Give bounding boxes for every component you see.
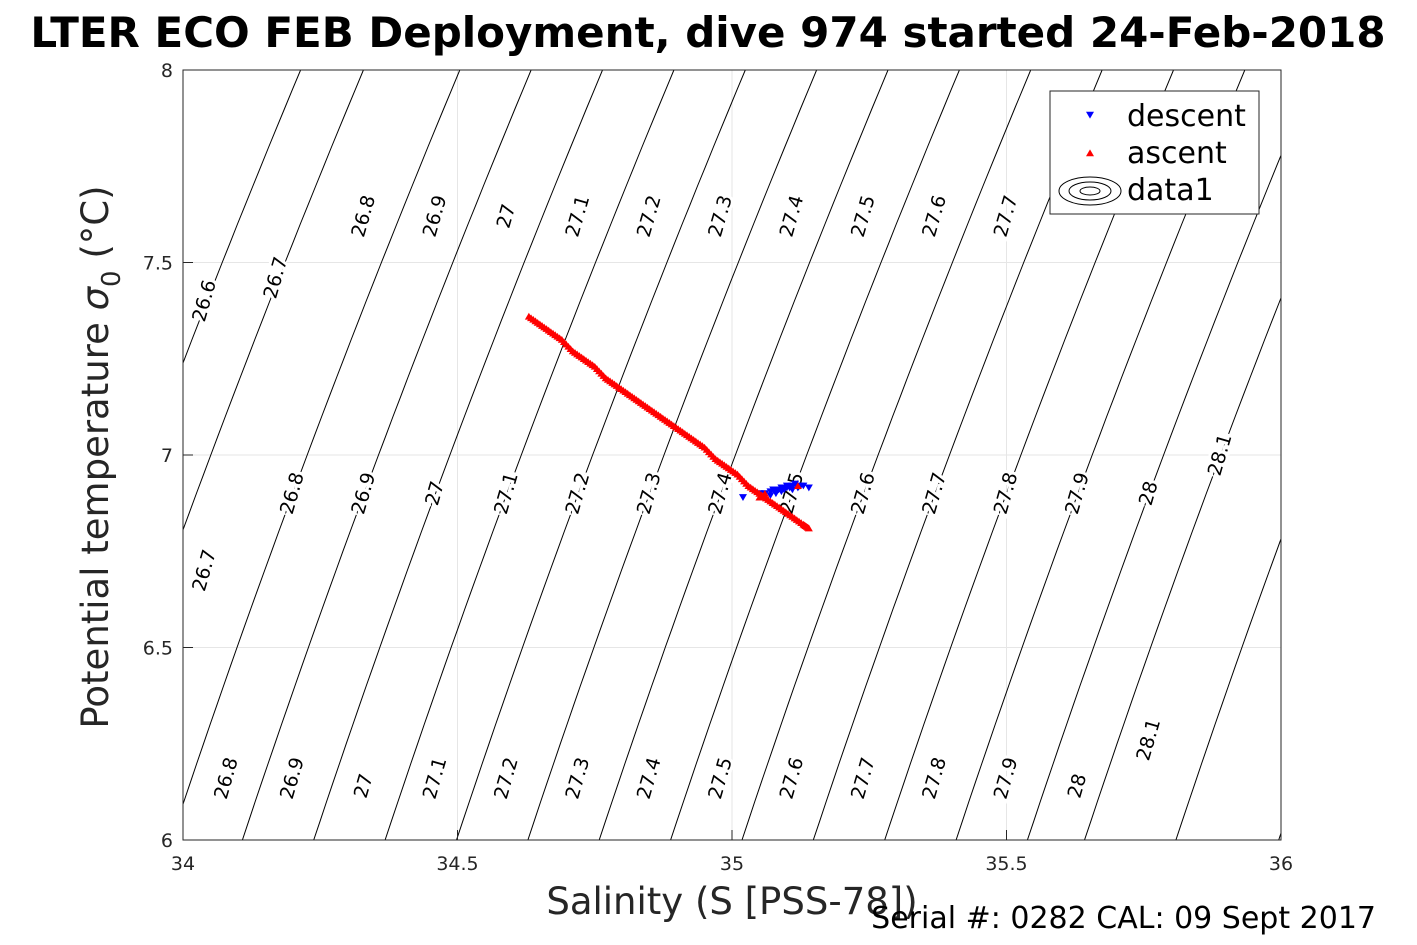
legend-contour-icon: [1058, 176, 1122, 206]
density-contours: [183, 70, 1281, 840]
legend-descent-marker: [1086, 111, 1094, 119]
ascent-marker: [621, 388, 630, 396]
ascent-marker: [588, 361, 597, 369]
ascent-marker: [632, 395, 641, 403]
ascent-series: [524, 312, 813, 532]
contour-line: [1175, 537, 1281, 840]
y-tick-label: 7.5: [143, 253, 173, 275]
x-tick-label: 35: [720, 853, 744, 875]
descent-marker: [799, 482, 808, 490]
x-tick-label: 35.5: [985, 853, 1027, 875]
y-axis-label-main: Potential temperature: [74, 310, 117, 728]
chart-title: LTER ECO FEB Deployment, dive 974 starte…: [30, 8, 1385, 57]
x-tick-label: 34.5: [436, 853, 478, 875]
descent-marker: [771, 490, 780, 498]
ascent-marker: [803, 523, 812, 531]
descent-marker: [782, 484, 791, 492]
x-tick-label: 34: [171, 853, 195, 875]
y-tick-label: 6.5: [143, 638, 173, 660]
x-tick-label: 36: [1269, 853, 1293, 875]
ascent-marker: [775, 503, 784, 511]
ascent-marker: [643, 403, 652, 411]
contour-line: [598, 70, 889, 840]
ascent-marker: [665, 419, 674, 426]
y-axis-ticks: 6 6.5 7 7.5 8: [143, 60, 193, 852]
ascent-marker: [676, 426, 685, 434]
ascent-marker: [533, 318, 542, 326]
ascent-marker: [709, 452, 718, 460]
ascent-marker: [753, 488, 762, 496]
contour-line: [670, 70, 960, 840]
contour-line: [741, 70, 1032, 840]
y-tick-label: 7: [161, 445, 173, 467]
ascent-marker: [654, 411, 663, 419]
contour-line: [1278, 831, 1281, 840]
legend-ascent-marker: [1086, 149, 1094, 157]
ascent-marker: [544, 326, 553, 334]
descent-marker: [804, 484, 813, 492]
contour-line: [241, 70, 532, 840]
legend: descent ascent data1: [1049, 90, 1260, 215]
descent-marker: [777, 488, 786, 496]
contour-line: [313, 70, 604, 840]
ascent-marker: [764, 496, 773, 503]
descent-marker: [791, 480, 800, 488]
legend-data1-label: data1: [1127, 173, 1214, 208]
contour-line: [1083, 296, 1281, 840]
legend-ascent-label: ascent: [1127, 136, 1227, 171]
y-axis-label: Potential temperature σ0 (°C): [74, 185, 127, 728]
contour-line: [384, 70, 675, 840]
contour-label: 27: [493, 201, 521, 230]
descent-marker: [738, 494, 747, 501]
ascent-marker: [566, 345, 575, 352]
ascent-marker: [599, 372, 608, 379]
y-tick-label: 6: [161, 830, 173, 852]
ascent-marker: [786, 511, 795, 519]
y-axis-label-symbol: σ: [74, 285, 117, 310]
ascent-marker: [742, 479, 751, 487]
ascent-marker: [687, 434, 696, 442]
ascent-marker: [555, 334, 564, 342]
ascent-marker: [720, 461, 729, 469]
ascent-marker: [698, 442, 707, 449]
y-axis-label-unit: (°C): [74, 185, 117, 270]
y-axis-label-subscript: 0: [97, 270, 127, 287]
contour-line: [455, 70, 746, 840]
ascent-marker: [610, 380, 619, 388]
legend-box: [1049, 90, 1260, 215]
descent-marker: [766, 492, 775, 500]
contour-line: [183, 70, 461, 806]
contour-line: [183, 70, 364, 532]
ascent-marker: [793, 482, 802, 489]
y-tick-label: 8: [161, 60, 173, 82]
legend-descent-label: descent: [1127, 99, 1246, 134]
serial-cal-note: Serial #: 0282 CAL: 09 Sept 2017: [871, 901, 1376, 936]
ascent-marker: [731, 469, 740, 476]
x-axis-label: Salinity (S [PSS-78]): [546, 880, 917, 923]
contour-line: [1026, 153, 1281, 840]
x-axis-ticks: 34 34.5 35 35.5 36: [171, 830, 1293, 875]
contour-line: [183, 70, 302, 365]
ascent-marker: [577, 353, 586, 361]
contour-line: [527, 70, 818, 840]
